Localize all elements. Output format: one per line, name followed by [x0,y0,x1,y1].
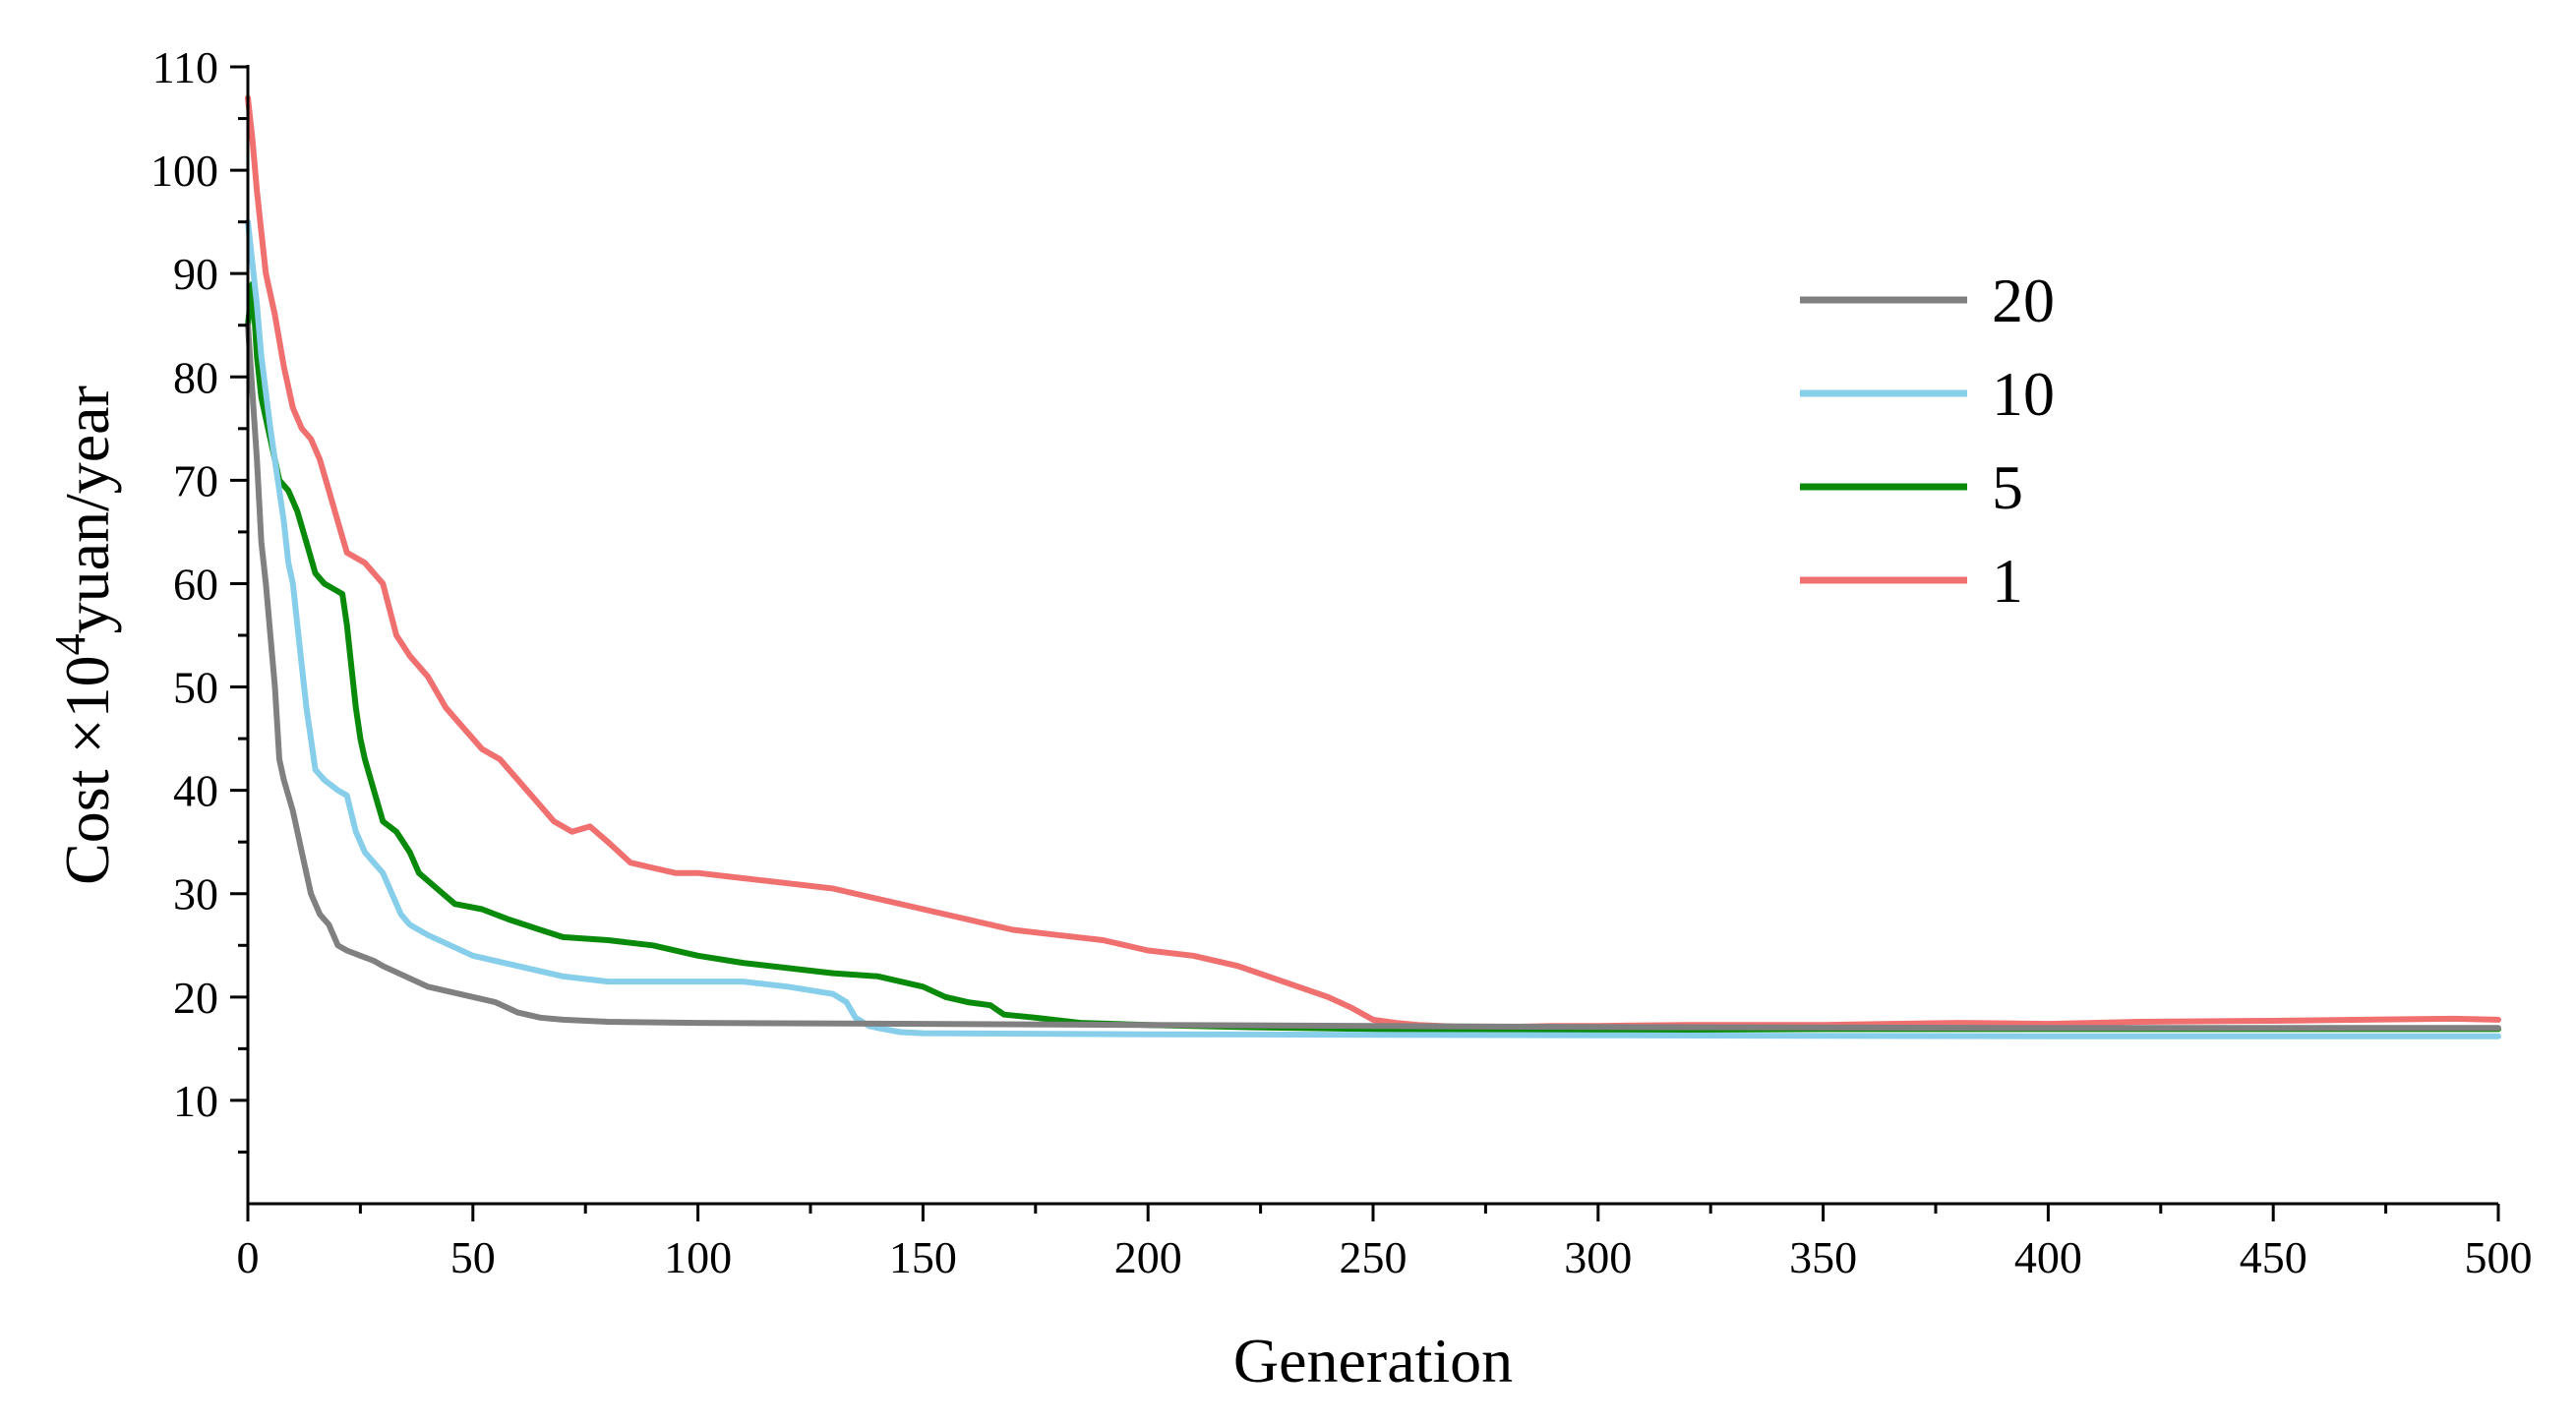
x-tick-label: 350 [1789,1232,1857,1282]
x-tick-label: 0 [237,1232,260,1282]
x-tick-label: 200 [1114,1232,1182,1282]
legend-label-20: 20 [1992,266,2055,335]
x-tick-label: 300 [1564,1232,1632,1282]
x-tick-label: 450 [2240,1232,2307,1282]
y-tick-label: 110 [152,42,218,92]
legend: 20 10 5 1 [1800,266,2055,616]
series-layer [245,94,2501,1039]
y-axis-title-superscript: 4 [46,633,94,655]
x-tick-label: 400 [2014,1232,2082,1282]
series-line-20 [245,322,2501,1032]
y-tick-label: 30 [173,869,218,920]
y-tick-label: 70 [173,455,218,505]
y-axis-title-suffix: yuan/year [52,386,122,633]
legend-label-1: 1 [1992,546,2023,616]
x-tick-label: 150 [889,1232,957,1282]
legend-label-5: 5 [1992,452,2023,522]
y-tick-label: 40 [173,766,218,816]
y-tick-label: 10 [173,1076,218,1126]
y-axis-title: Cost ×104yuan/year [46,386,123,885]
y-tick-label: 60 [173,559,218,609]
y-tick-label: 100 [150,146,218,196]
y-tick-label: 50 [173,663,218,713]
y-axis-title-prefix: Cost ×10 [52,655,122,884]
legend-label-10: 10 [1992,359,2055,429]
x-tick-label: 250 [1340,1232,1408,1282]
y-tick-label: 80 [173,352,218,402]
x-axis-title: Generation [1233,1326,1513,1395]
y-tick-label: 20 [173,973,218,1023]
x-tick-label: 100 [664,1232,732,1282]
x-tick-label: 500 [2465,1232,2533,1282]
tick-layer: 0 50 100 150 200 250 300 350 400 450 500 10 20 30 40 50… [150,42,2533,1282]
x-tick-label: 50 [450,1232,496,1282]
y-tick-label: 90 [173,249,218,299]
